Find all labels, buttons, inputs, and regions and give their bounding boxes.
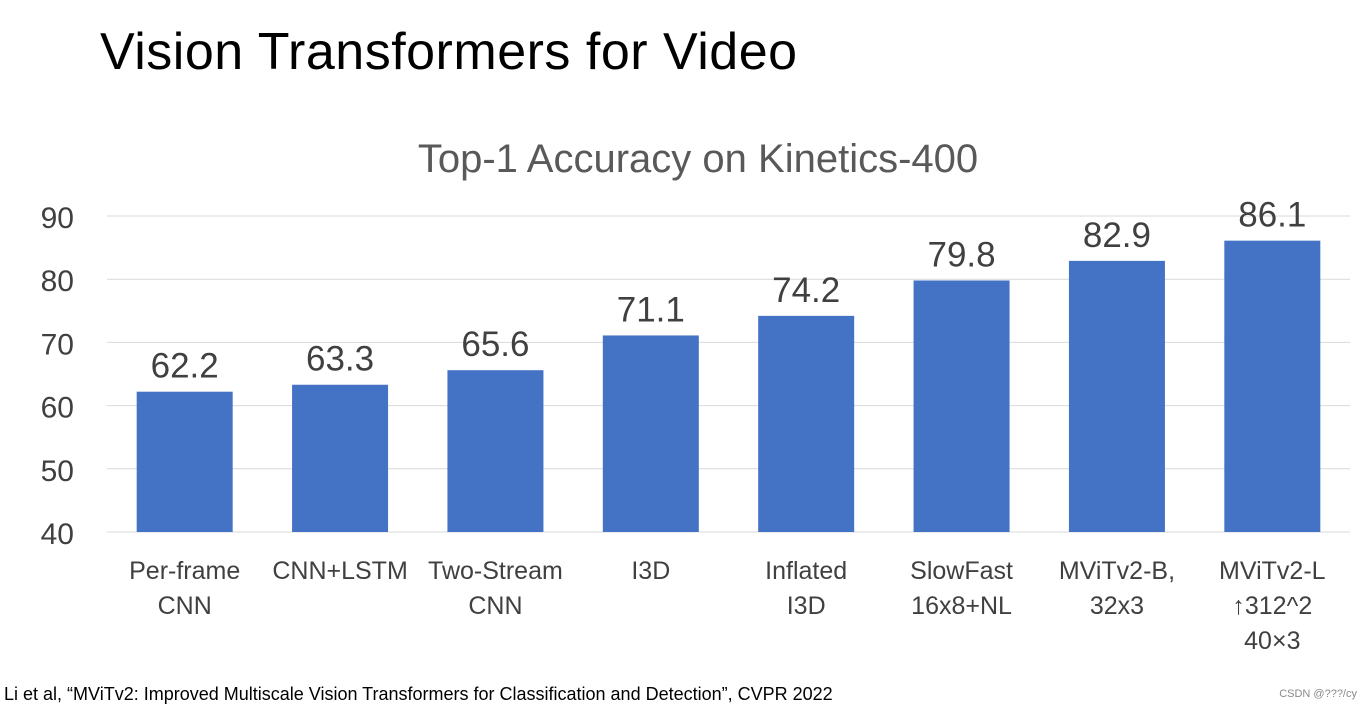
bar (447, 370, 544, 532)
x-tick-label-line: MViTv2-B, (1059, 557, 1175, 585)
y-tick-label: 70 (41, 328, 74, 361)
x-tick-label-line: CNN+LSTM (272, 557, 407, 585)
y-tick-label: 40 (41, 518, 74, 551)
y-axis-ticks: 40 50 60 70 80 90 (41, 202, 74, 551)
bar (292, 384, 389, 532)
data-label: 65.6 (461, 325, 529, 364)
x-tick-label: SlowFast 16x8+NL (910, 557, 1013, 620)
x-tick-label-line: CNN (468, 592, 522, 620)
data-label: 82.9 (1083, 216, 1151, 255)
bars (136, 240, 1321, 532)
x-tick-label-line: 16x8+NL (911, 592, 1012, 620)
y-tick-label: 90 (41, 202, 74, 235)
citation: Li et al, “MViTv2: Improved Multiscale V… (4, 684, 833, 704)
x-tick-label-line: SlowFast (910, 557, 1013, 585)
data-label: 86.1 (1238, 196, 1306, 235)
x-tick-label: Per-frame CNN (129, 557, 240, 620)
bar (758, 315, 855, 532)
chart-title: Top-1 Accuracy on Kinetics-400 (418, 137, 978, 181)
slide-title: Vision Transformers for Video (100, 23, 798, 81)
x-tick-label-line: MViTv2-L (1219, 557, 1326, 585)
bar (1224, 240, 1321, 532)
x-tick-label: CNN+LSTM (272, 557, 407, 585)
x-tick-label-line: Per-frame (129, 557, 240, 585)
x-tick-label: MViTv2-B, 32x3 (1059, 557, 1175, 620)
x-tick-label-line: CNN (158, 592, 212, 620)
bar (1068, 260, 1165, 532)
x-tick-label-line: Inflated (765, 557, 847, 585)
data-label: 62.2 (151, 347, 219, 386)
x-tick-label-line: ↑312^2 (1232, 592, 1312, 620)
x-tick-label: I3D (631, 557, 670, 585)
data-label: 74.2 (772, 271, 840, 310)
x-tick-label-line: I3D (631, 557, 670, 585)
y-tick-label: 50 (41, 455, 74, 488)
x-tick-label-line: Two-Stream (428, 557, 563, 585)
x-tick-label-line: 32x3 (1090, 592, 1144, 620)
x-tick-label: Two-Stream CNN (428, 557, 563, 620)
data-label: 71.1 (617, 290, 685, 329)
x-tick-label-line: I3D (787, 592, 826, 620)
bar (136, 391, 233, 532)
x-tick-label: MViTv2-L ↑312^2 40×3 (1219, 557, 1326, 655)
bar (602, 335, 699, 532)
data-labels: 62.2 63.3 65.6 71.1 74.2 79.8 82.9 86.1 (151, 196, 1307, 386)
bar (913, 280, 1010, 532)
data-label: 79.8 (928, 235, 996, 274)
x-tick-label-line: 40×3 (1244, 627, 1300, 655)
y-tick-label: 60 (41, 392, 74, 425)
data-label: 63.3 (306, 340, 374, 379)
y-tick-label: 80 (41, 265, 74, 298)
watermark: CSDN @???/cy (1279, 688, 1357, 700)
x-tick-label: Inflated I3D (765, 557, 847, 620)
bar-chart: Top-1 Accuracy on Kinetics-400 40 50 60 70 8… (41, 137, 1350, 655)
